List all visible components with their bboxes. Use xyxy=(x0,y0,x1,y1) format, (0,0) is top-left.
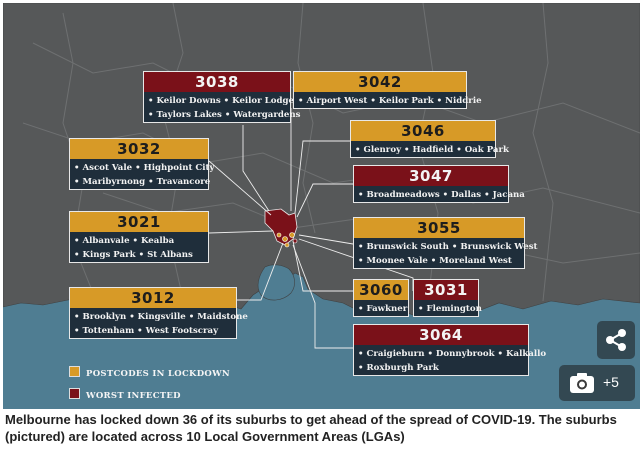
suburb-list-line: • Brunswick South • Brunswick West xyxy=(358,242,538,252)
postcode-number: 3031 xyxy=(414,280,478,300)
suburb-list-line: • Brooklyn • Kingsville • Maidstone xyxy=(74,312,248,322)
postcode-card-3047: 3047 • Broadmeadows • Dallas • Jacana xyxy=(353,165,525,203)
legend-lockdown-label: POSTCODES IN LOCKDOWN xyxy=(86,369,231,379)
suburb-list-line: • Albanvale • Kealba xyxy=(74,236,175,246)
postcode-card-3038: 3038 • Keilor Downs • Keilor Lodge • Tay… xyxy=(143,71,301,123)
postcode-number: 3055 xyxy=(354,218,524,238)
postcode-card-3032: 3032 • Ascot Vale • Highpoint City • Mar… xyxy=(69,138,215,190)
suburb-list-line: • Flemington xyxy=(418,304,482,314)
postcode-card-3055: 3055 • Brunswick South • Brunswick West … xyxy=(353,217,538,269)
legend-worst-label: WORST INFECTED xyxy=(86,391,181,401)
gallery-button[interactable]: +5 xyxy=(559,365,635,401)
camera-icon xyxy=(570,373,594,393)
photo-count: +5 xyxy=(603,374,619,390)
postcode-number: 3064 xyxy=(354,325,528,345)
postcode-card-3060: 3060 • Fawkner xyxy=(353,279,409,317)
postcode-number: 3047 xyxy=(354,166,508,186)
suburb-list-line: • Kings Park • St Albans xyxy=(74,250,193,260)
port-phillip-bay xyxy=(257,264,295,301)
suburb-list-line: • Craigieburn • Donnybrook • Kalkallo xyxy=(358,349,547,359)
share-icon xyxy=(606,329,626,351)
suburb-list-line: • Keilor Downs • Keilor Lodge xyxy=(148,96,294,106)
legend-lockdown: POSTCODES IN LOCKDOWN xyxy=(69,366,230,379)
legend-worst: WORST INFECTED xyxy=(69,388,181,401)
leader-lines xyxy=(208,108,414,349)
postcode-card-3021: 3021 • Albanvale • Kealba • Kings Park •… xyxy=(69,211,209,263)
postcode-card-3064: 3064 • Craigieburn • Donnybrook • Kalkal… xyxy=(353,324,547,376)
postcode-card-3031: 3031 • Flemington xyxy=(413,279,482,317)
suburb-list-line: • Glenroy • Hadfield • Oak Park xyxy=(355,145,509,155)
suburb-list-line: • Airport West • Keilor Park • Niddrie xyxy=(298,96,482,106)
map-figure: 3038 • Keilor Downs • Keilor Lodge • Tay… xyxy=(3,3,640,409)
postcode-card-3012: 3012 • Brooklyn • Kingsville • Maidstone… xyxy=(69,287,248,339)
suburb-list-line: • Maribyrnong • Travancore xyxy=(74,177,211,187)
lockdown-swatch xyxy=(69,366,80,377)
suburb-list-line: • Fawkner xyxy=(358,304,408,314)
image-caption: Melbourne has locked down 36 of its subu… xyxy=(5,412,617,444)
postcode-card-3046: 3046 • Glenroy • Hadfield • Oak Park xyxy=(350,120,509,158)
postcode-number: 3042 xyxy=(294,72,466,92)
worst-swatch xyxy=(69,388,80,399)
postcode-number: 3046 xyxy=(351,121,495,141)
postcode-card-3042: 3042 • Airport West • Keilor Park • Nidd… xyxy=(293,71,482,109)
suburb-list-line: • Ascot Vale • Highpoint City xyxy=(74,163,215,173)
share-button[interactable] xyxy=(597,321,635,359)
postcode-number: 3021 xyxy=(70,212,208,232)
suburb-list-line: • Moonee Vale • Moreland West xyxy=(358,256,512,266)
postcode-number: 3012 xyxy=(70,288,236,308)
suburb-list-line: • Roxburgh Park xyxy=(358,363,439,373)
lockdown-area xyxy=(264,208,298,246)
postcode-number: 3060 xyxy=(354,280,408,300)
postcode-number: 3032 xyxy=(70,139,208,159)
suburb-list-line: • Taylors Lakes • Watergardens xyxy=(148,110,301,120)
suburb-list-line: • Tottenham • West Footscray xyxy=(74,326,219,336)
postcode-number: 3038 xyxy=(144,72,290,92)
suburb-list-line: • Broadmeadows • Dallas • Jacana xyxy=(358,190,525,200)
